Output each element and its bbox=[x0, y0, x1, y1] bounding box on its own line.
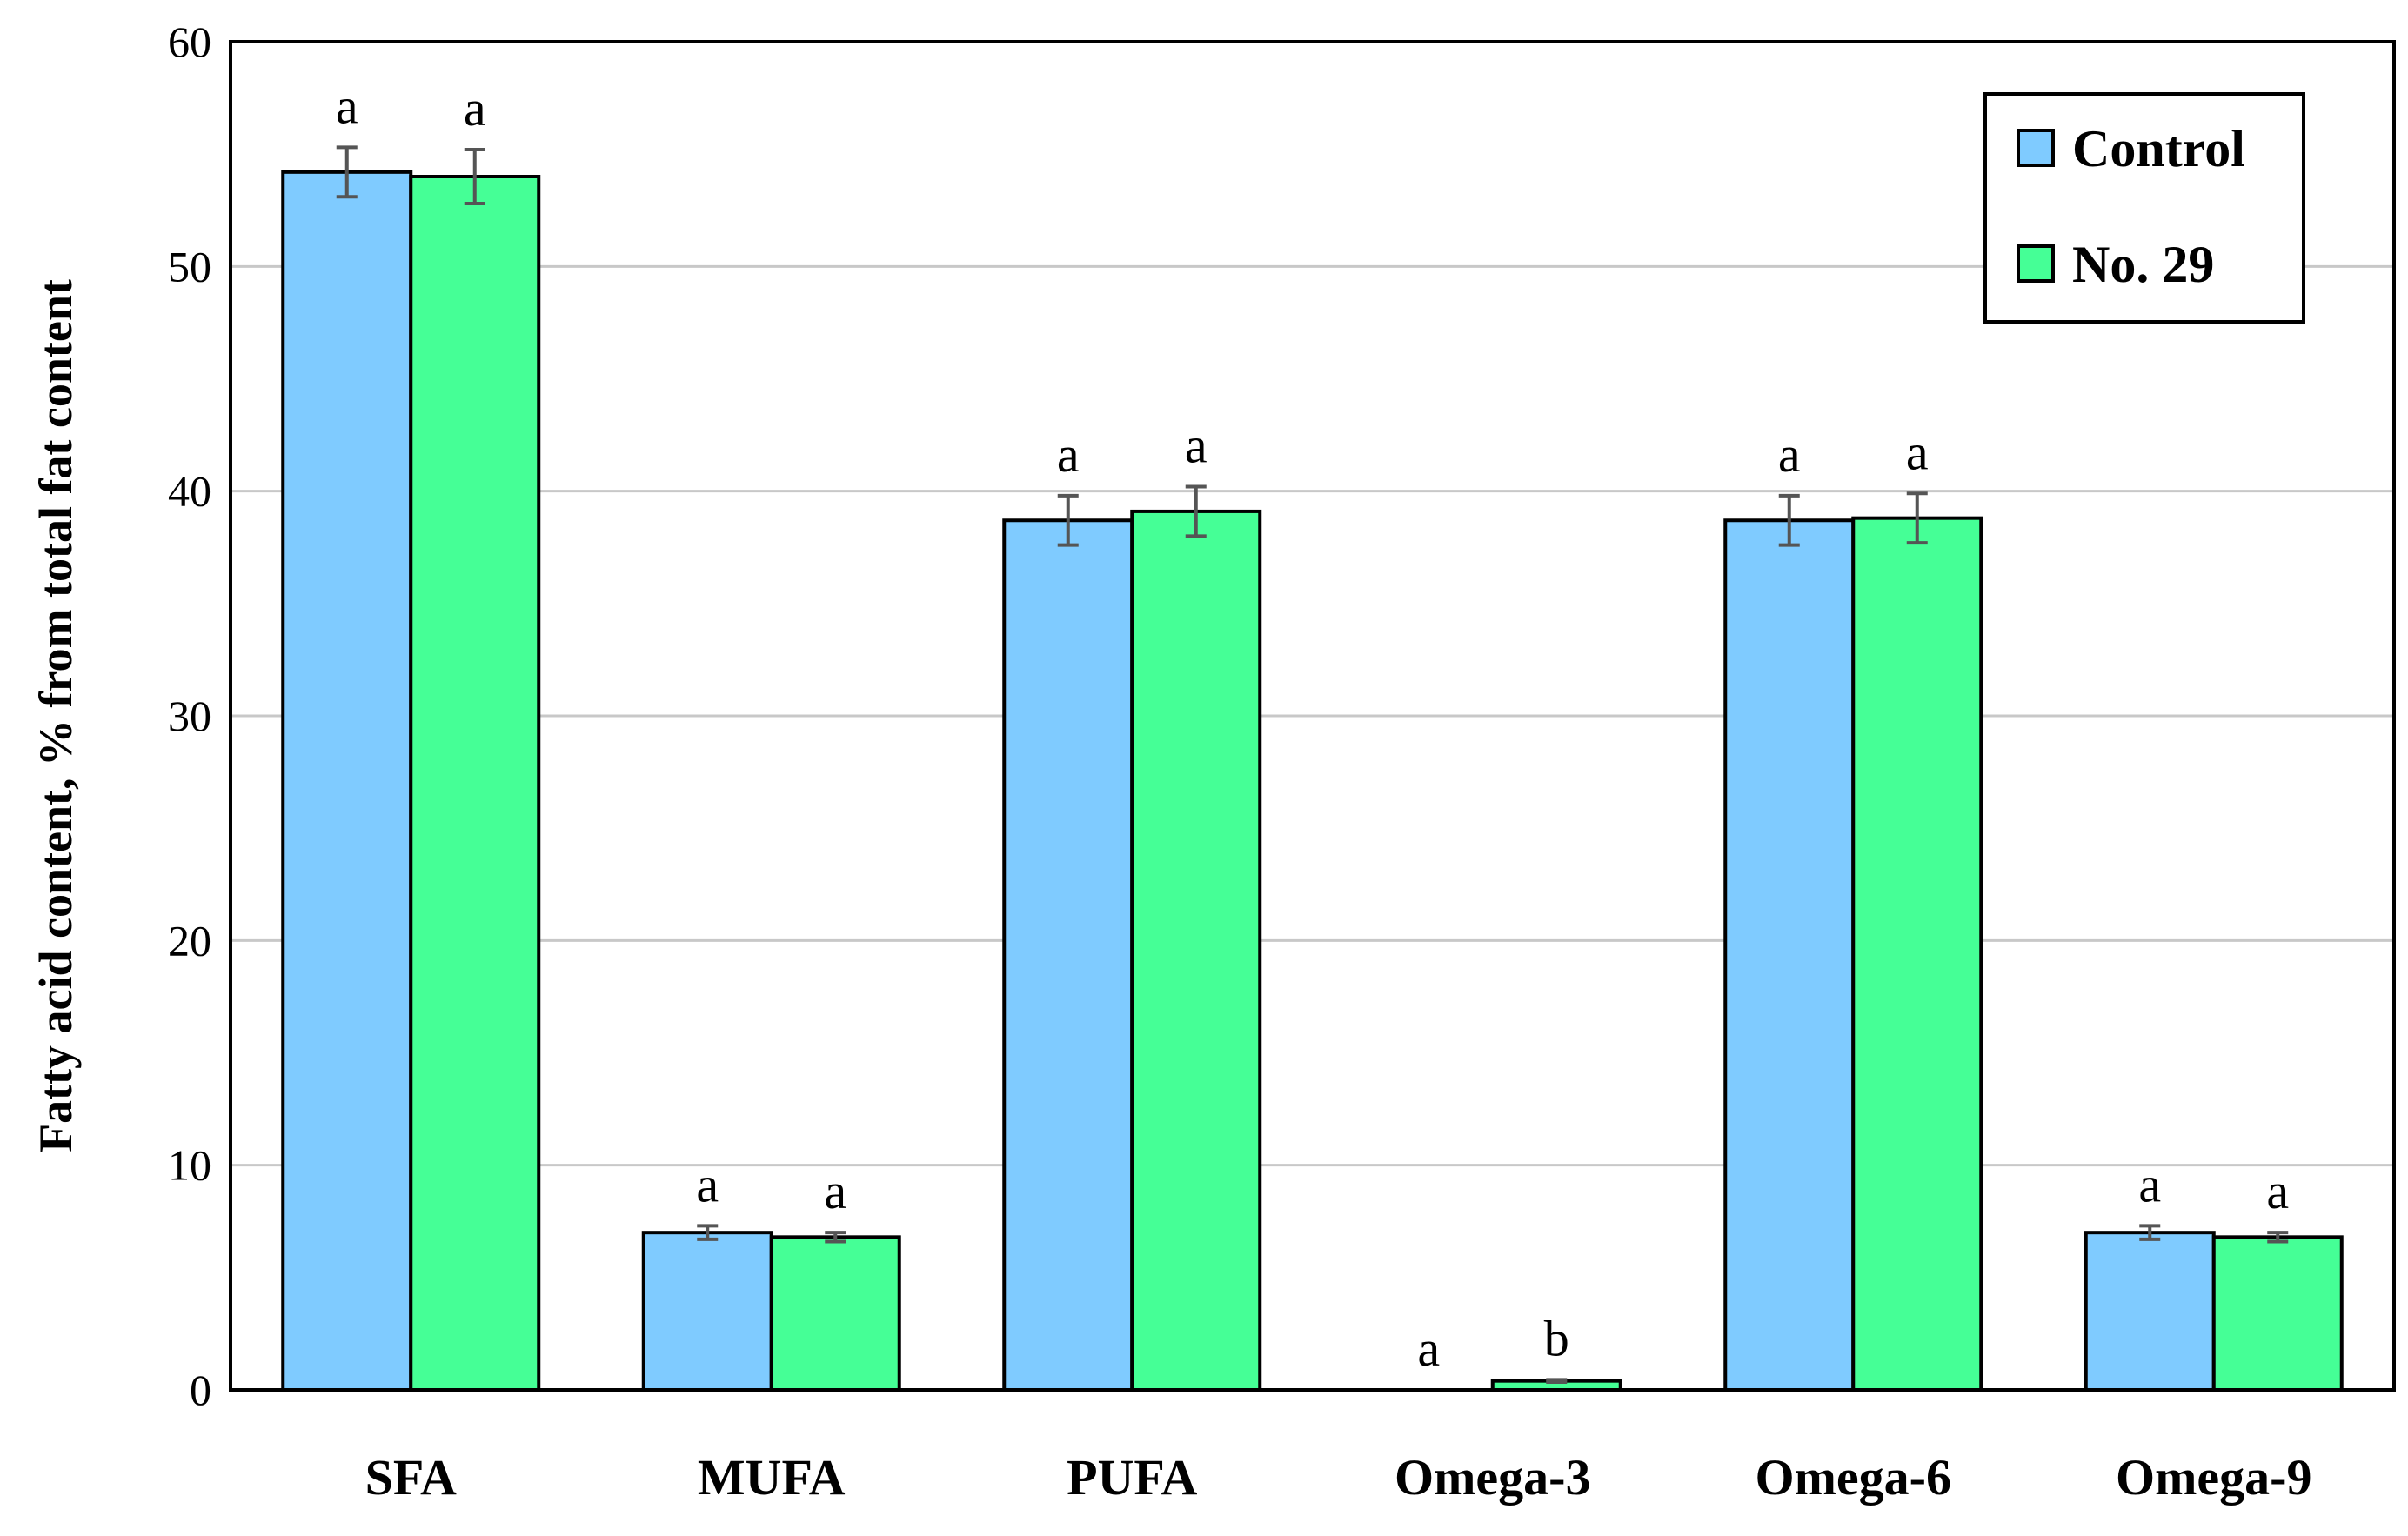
y-tick-label: 60 bbox=[168, 17, 211, 66]
bars bbox=[281, 170, 2344, 1392]
significance-label: a bbox=[1185, 417, 1207, 474]
significance-label: a bbox=[464, 80, 486, 137]
bar bbox=[2084, 1231, 2216, 1392]
y-tick-label: 20 bbox=[168, 916, 211, 965]
plot-frame bbox=[229, 40, 2396, 1392]
axes bbox=[229, 40, 2396, 1392]
bar bbox=[1723, 518, 1856, 1392]
significance-label: a bbox=[824, 1163, 846, 1219]
y-axis-label: Fatty acid content, % from total fat con… bbox=[30, 279, 82, 1152]
bar bbox=[1851, 516, 1983, 1392]
bar bbox=[281, 170, 413, 1392]
legend: Control No. 29 bbox=[1983, 92, 2305, 324]
legend-swatch bbox=[2017, 129, 2055, 167]
significance-label: a bbox=[2266, 1163, 2289, 1219]
significance-label: b bbox=[1544, 1310, 1569, 1366]
bar bbox=[641, 1231, 773, 1392]
error-bars bbox=[336, 145, 2289, 1384]
significance-label: a bbox=[696, 1156, 719, 1212]
y-tick-label: 0 bbox=[190, 1366, 211, 1414]
category-label: Omega-3 bbox=[1395, 1449, 1591, 1506]
category-label: MUFA bbox=[698, 1449, 846, 1506]
y-tick-label: 50 bbox=[168, 242, 211, 291]
category-label: Omega-6 bbox=[1756, 1449, 1952, 1506]
y-tick-label: 40 bbox=[168, 467, 211, 516]
significance-label: a bbox=[1417, 1320, 1440, 1377]
bar bbox=[769, 1235, 901, 1392]
significance-label: a bbox=[336, 77, 358, 134]
significance-label: a bbox=[1906, 424, 1929, 480]
bar bbox=[409, 175, 541, 1392]
significance-label: a bbox=[1057, 426, 1080, 483]
y-tick-label: 10 bbox=[168, 1141, 211, 1190]
legend-label: No. 29 bbox=[2072, 236, 2214, 293]
significance-label: a bbox=[2138, 1156, 2161, 1212]
y-tick-labels: 0 10 20 30 40 50 60 bbox=[168, 17, 211, 1414]
x-category-labels: SFA MUFA PUFA Omega-3 Omega-6 Omega-9 bbox=[365, 1449, 2312, 1506]
bar bbox=[2211, 1235, 2344, 1392]
bar bbox=[1130, 509, 1262, 1392]
y-tick-label: 30 bbox=[168, 691, 211, 740]
significance-label: a bbox=[1778, 426, 1801, 483]
legend-label: Control bbox=[2072, 120, 2245, 177]
bar bbox=[1002, 518, 1134, 1392]
significance-labels: a a a a a a a b a a a a bbox=[336, 77, 2289, 1377]
category-label: SFA bbox=[365, 1449, 457, 1506]
category-label: Omega-9 bbox=[2116, 1449, 2312, 1506]
category-label: PUFA bbox=[1067, 1449, 1197, 1506]
legend-swatch bbox=[2017, 244, 2055, 283]
